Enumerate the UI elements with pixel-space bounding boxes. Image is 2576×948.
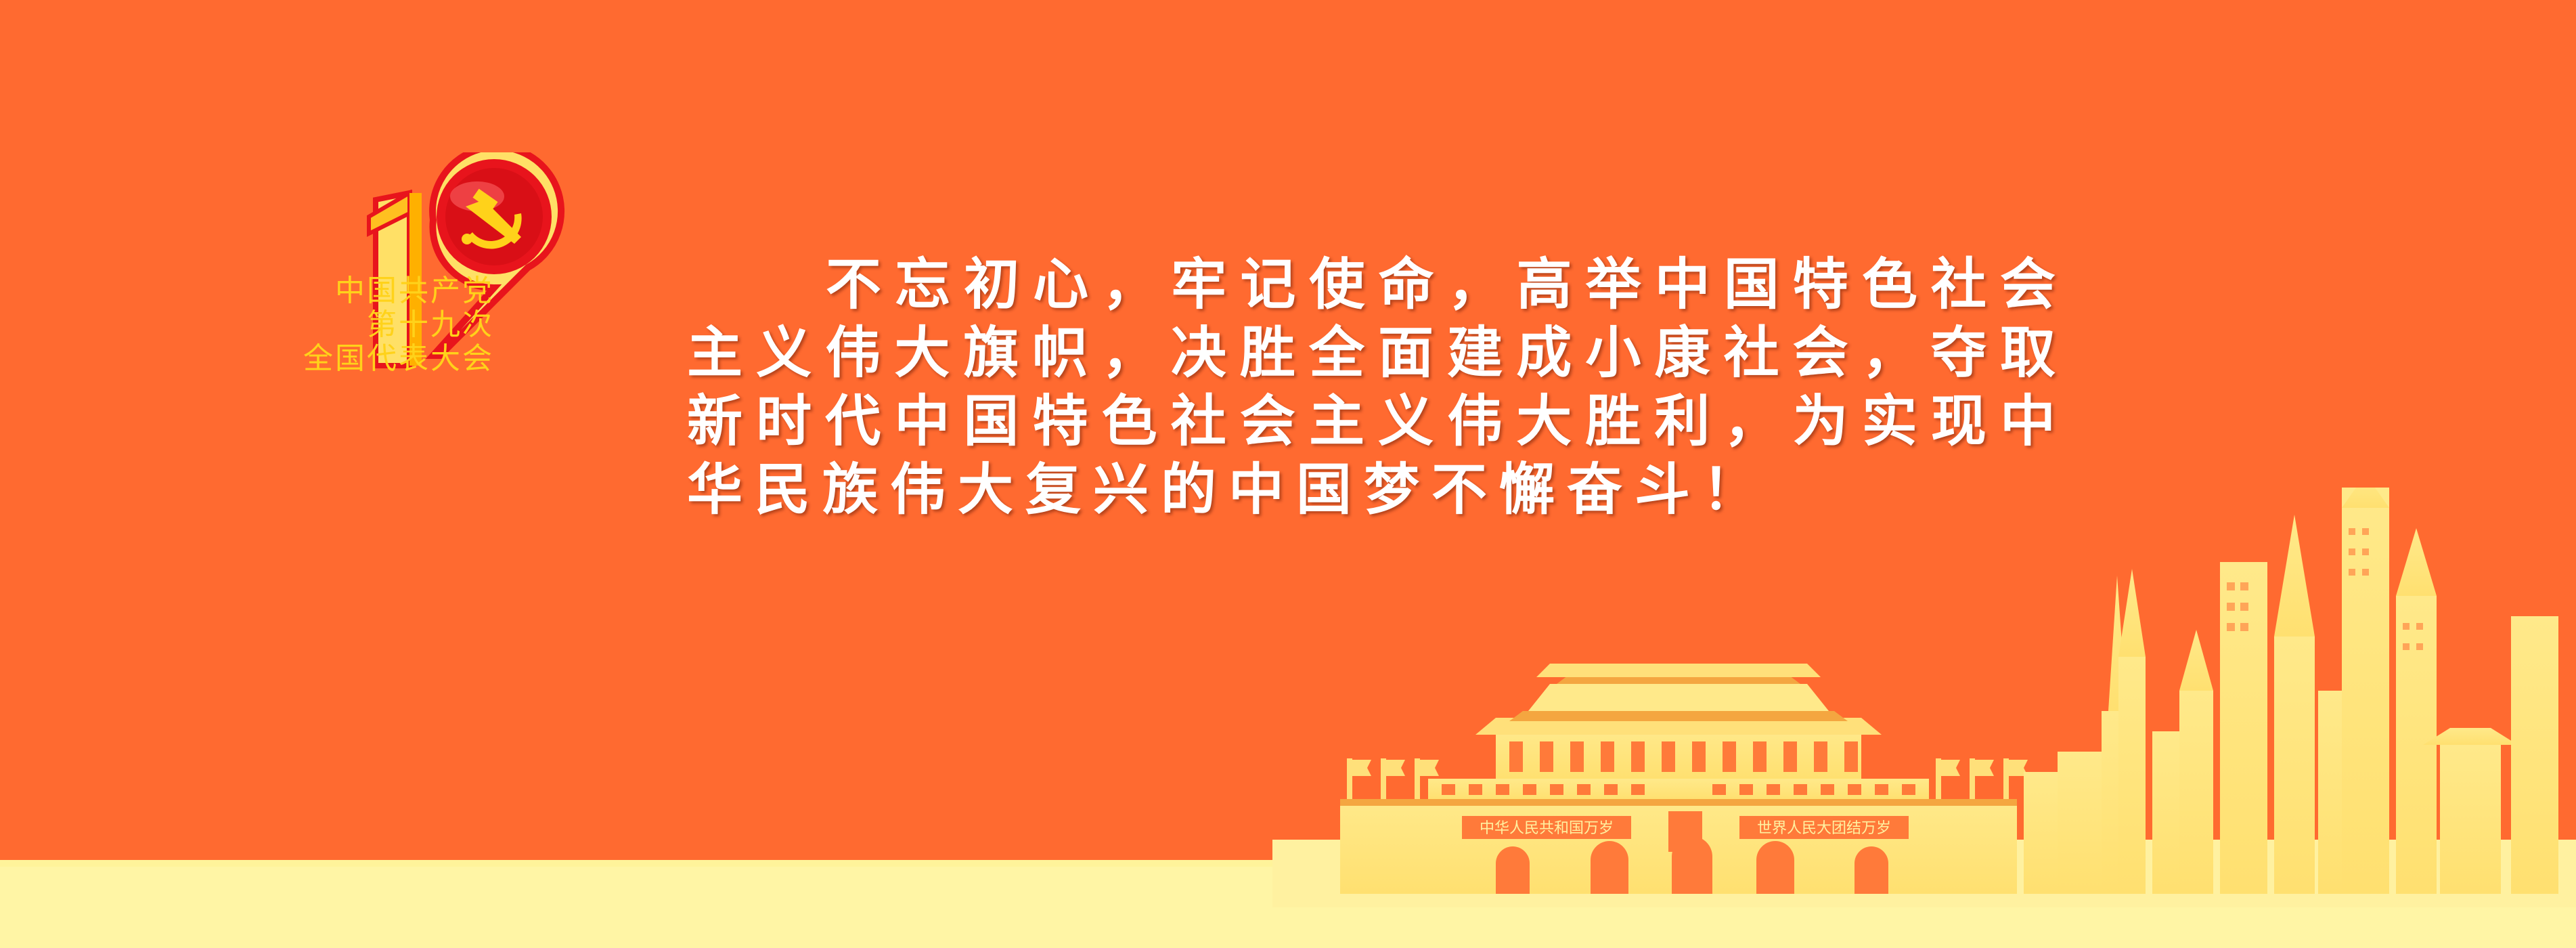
tiananmen-gate: 中华人民共和国万岁 世界人民大团结万岁 bbox=[1340, 664, 2028, 894]
banner-right: 世界人民大团结万岁 bbox=[1757, 820, 1891, 837]
number-19-emblem bbox=[367, 152, 565, 368]
slogan-text: 不忘初心，牢记使命，高举中国特色社会主义伟大旗帜，决胜全面建成小康社会，夺取新时… bbox=[687, 253, 2068, 522]
digit-one-icon bbox=[367, 189, 422, 368]
logo-line-3: 全国代表大会 bbox=[303, 341, 494, 376]
skyscrapers bbox=[2024, 488, 2558, 894]
congress-title: 中国共产党 第十九次 全国代表大会 bbox=[223, 274, 494, 376]
logo-line-1: 中国共产党 bbox=[335, 274, 494, 308]
city-skyline: 中华人民共和国万岁 世界人民大团结万岁 bbox=[1272, 488, 2576, 907]
digit-nine-icon bbox=[425, 152, 565, 359]
logo-line-2: 第十九次 bbox=[367, 307, 494, 342]
hammer-sickle-icon bbox=[462, 188, 522, 249]
banner-left: 中华人民共和国万岁 bbox=[1480, 820, 1614, 837]
congress-logo: 中国共产党 第十九次 全国代表大会 bbox=[142, 152, 616, 383]
